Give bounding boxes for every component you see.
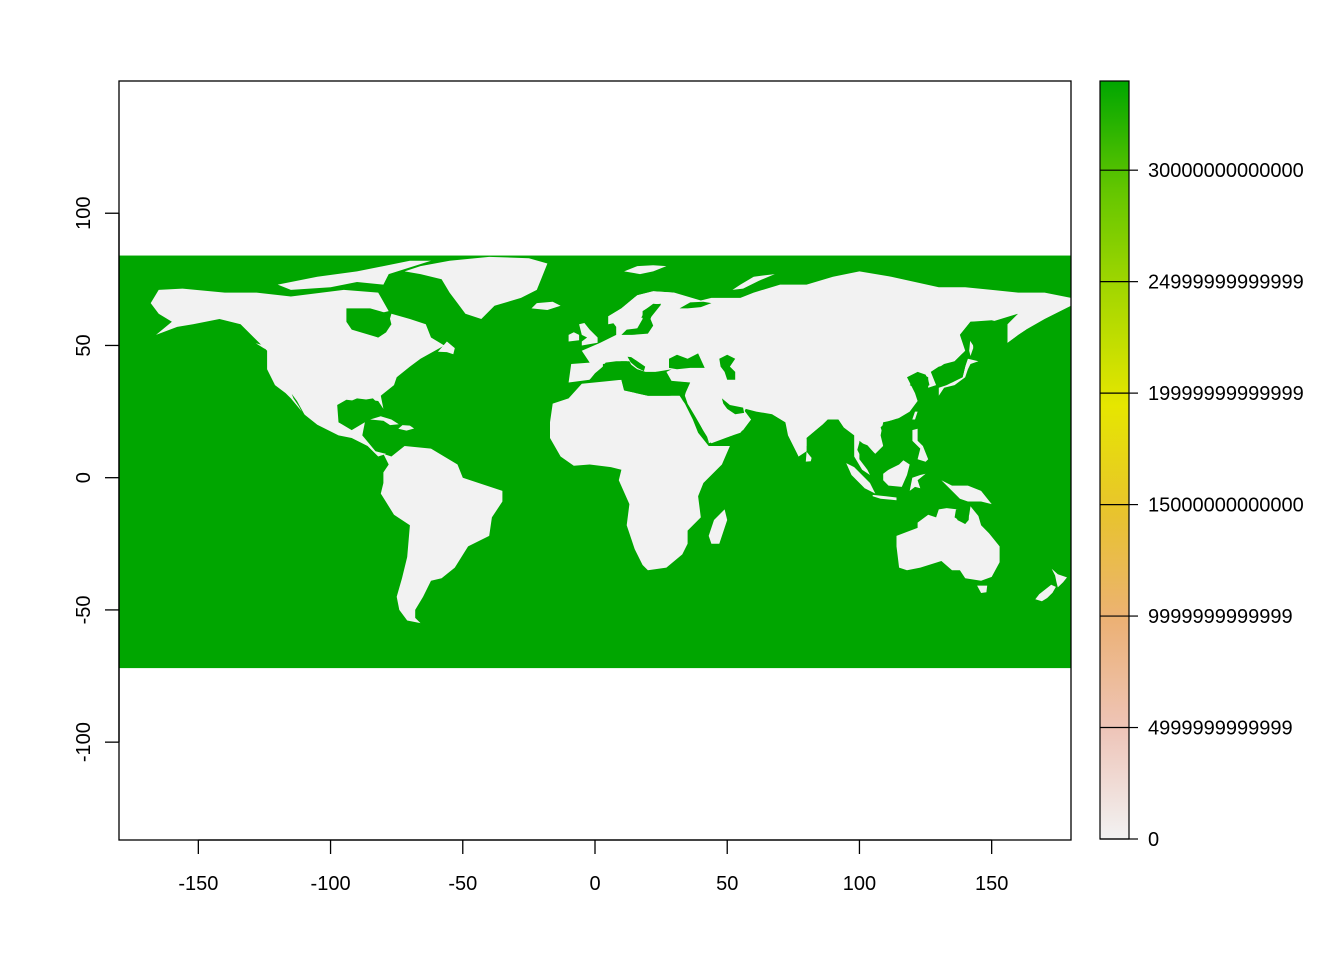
water-gulf-of-thailand [857,442,873,462]
x-tick-label: -50 [448,873,477,895]
water-sea-of-japan [936,353,968,386]
land-vancouver-island [255,343,269,350]
land-svalbard [624,265,667,275]
legend-tick-label: 30000000000000 [1148,160,1304,182]
land-tasmania [977,585,988,593]
land-novaya-zemlya [732,274,775,290]
y-tick-label: -100 [73,722,95,762]
land-new-zealand-south [1035,584,1056,602]
y-axis: 100 50 0 -50 -100 [73,197,120,762]
land-africa [550,379,730,571]
x-tick-label: 0 [589,873,600,895]
land-newfoundland [437,341,455,355]
land-new-guinea [941,480,992,505]
map-raster [119,255,1071,669]
land-sulawesi [909,473,926,491]
water-south-china-sea [875,416,913,470]
x-axis: -150 -100 -50 0 50 100 150 [178,839,1008,895]
water-caspian-sea [719,354,736,380]
water-gulf-of-mexico [337,398,381,429]
y-tick-label: 0 [73,472,95,483]
y-tick-label: -50 [73,595,95,624]
water-black-sea [669,353,705,370]
land-arctic-islands [277,260,431,290]
x-tick-label: 100 [843,873,876,895]
land-taiwan [912,411,918,420]
legend-colorbar [1099,80,1130,840]
land-south-america [380,446,503,624]
water-yellow-sea [909,371,930,391]
land-north-america [150,288,445,457]
x-tick-label: -100 [311,873,351,895]
legend-ticks: 0 4999999999999 9999999999999 1500000000000… [1100,160,1304,851]
water-white-sea [679,301,712,309]
land-iceland [531,301,561,310]
land-sumatra [846,463,876,494]
y-tick-label: 100 [73,197,95,230]
land-sri-lanka [805,451,812,462]
legend-tick-label: 19999999999999 [1148,383,1304,405]
land-borneo [883,459,910,487]
water-gulf-of-bothnia [641,303,662,318]
land-ireland [568,332,580,342]
legend-tick-label: 9999999999999 [1148,606,1293,628]
land-madagascar [708,509,728,544]
water-hudson-bay [346,308,392,338]
land-japan [938,358,979,396]
water-sea-of-okhotsk [959,320,1008,356]
legend-tick-label: 15000000000000 [1148,495,1304,517]
land-great-britain [579,323,598,346]
water-carpentaria [954,509,970,524]
land-hispaniola [398,425,415,431]
water-java-sea [875,485,902,496]
legend-tick-label: 24999999999999 [1148,272,1304,294]
land-kamchatka [1007,324,1026,343]
land-greenland [404,256,548,319]
legend-tick-label: 0 [1148,829,1159,851]
water-adriatic-sea [627,356,646,372]
land-cuba [370,416,399,426]
land-eurasia [568,271,1071,475]
land-indian-subcontinent [772,387,836,457]
land-scandinavia-fill [608,291,675,330]
legend-tick-label: 4999999999999 [1148,718,1293,740]
x-tick-label: 50 [716,873,738,895]
land-philippines [912,428,929,462]
water-persian-gulf [721,398,745,415]
x-tick-label: -150 [178,873,218,895]
land-australia [896,506,1000,581]
water-mediterranean [580,361,691,396]
water-bay-of-bengal [806,419,847,452]
land-new-zealand-north [1051,568,1067,588]
land-java [872,494,897,501]
y-tick-label: 50 [73,334,95,356]
water-gulf-of-california [291,393,306,417]
x-tick-label: 150 [975,873,1008,895]
